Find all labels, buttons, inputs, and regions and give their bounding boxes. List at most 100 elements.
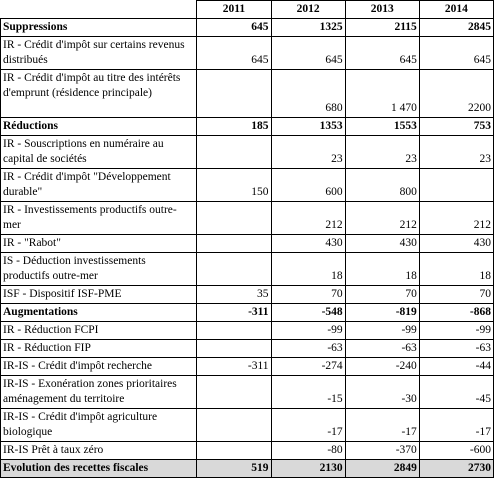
value-cell: -63 <box>270 339 346 358</box>
value-cell: 430 <box>418 234 494 253</box>
value-cell <box>418 168 494 202</box>
value-cell: -17 <box>270 408 346 442</box>
row-label: Augmentations <box>0 303 198 322</box>
table-row: IR - Souscriptions en numéraire au capit… <box>0 135 494 169</box>
value-cell <box>196 69 272 118</box>
value-cell <box>196 339 272 358</box>
value-cell <box>196 234 272 253</box>
value-cell: -63 <box>418 339 494 358</box>
value-cell: 212 <box>270 201 346 235</box>
value-cell: 1325 <box>270 18 346 37</box>
value-cell: -17 <box>344 408 420 442</box>
corner-cell <box>0 0 198 19</box>
value-cell <box>196 408 272 442</box>
row-label: IR-IS - Crédit d'impôt recherche <box>0 357 198 376</box>
row-label: IR - "Rabot" <box>0 234 198 253</box>
row-label: IR - Réduction FIP <box>0 339 198 358</box>
row-label: IR - Crédit d'impôt au titre des intérêt… <box>0 69 198 118</box>
table-body: Suppressions 645 1325 2115 2845 IR - Crédit d… <box>0 18 494 478</box>
value-cell: 18 <box>270 252 346 286</box>
row-label: IR - Crédit d'impôt "Développement durab… <box>0 168 198 202</box>
row-label: IR - Réduction FCPI <box>0 321 198 340</box>
table-row: IR - Crédit d'impôt "Développement durab… <box>0 168 494 202</box>
value-cell: 35 <box>196 285 272 304</box>
value-cell: 70 <box>418 285 494 304</box>
value-cell: 600 <box>270 168 346 202</box>
row-label: ISF - Dispositif ISF-PME <box>0 285 198 304</box>
value-cell: 2130 <box>270 459 346 478</box>
value-cell: 212 <box>418 201 494 235</box>
value-cell: -99 <box>270 321 346 340</box>
value-cell: 23 <box>270 135 346 169</box>
value-cell: 212 <box>344 201 420 235</box>
row-label: Réductions <box>0 117 198 136</box>
row-label: IR - Souscriptions en numéraire au capit… <box>0 135 198 169</box>
value-cell: -240 <box>344 357 420 376</box>
section-row: Suppressions 645 1325 2115 2845 <box>0 18 494 37</box>
value-cell: -63 <box>344 339 420 358</box>
value-cell: 753 <box>418 117 494 136</box>
value-cell: -548 <box>270 303 346 322</box>
table-row: ISF - Dispositif ISF-PME 35 70 70 70 <box>0 285 494 304</box>
value-cell: 680 <box>270 69 346 118</box>
value-cell: 519 <box>196 459 272 478</box>
value-cell: 645 <box>270 36 346 70</box>
row-label: IR-IS - Crédit d'impôt agriculture biolo… <box>0 408 198 442</box>
table-row: IR - Crédit d'impôt sur certains revenus… <box>0 36 494 70</box>
value-cell <box>196 201 272 235</box>
row-label: Suppressions <box>0 18 198 37</box>
table-row: IR - "Rabot" 430 430 430 <box>0 234 494 253</box>
total-row: Evolution des recettes fiscales 519 2130 28… <box>0 459 494 478</box>
value-cell: 150 <box>196 168 272 202</box>
value-cell: 430 <box>270 234 346 253</box>
value-cell: 70 <box>270 285 346 304</box>
value-cell: 1353 <box>270 117 346 136</box>
table-row: IR-IS - Crédit d'impôt recherche -311 -274… <box>0 357 494 376</box>
value-cell: 23 <box>418 135 494 169</box>
value-cell: 70 <box>344 285 420 304</box>
value-cell: 2730 <box>418 459 494 478</box>
value-cell <box>196 135 272 169</box>
value-cell: -370 <box>344 441 420 460</box>
value-cell: 1 470 <box>344 69 420 118</box>
table-row: IR - Investissements productifs outre-me… <box>0 201 494 235</box>
value-cell: -30 <box>344 375 420 409</box>
value-cell: 430 <box>344 234 420 253</box>
table-row: IR - Crédit d'impôt au titre des intérêt… <box>0 69 494 118</box>
value-cell <box>196 441 272 460</box>
column-header: 2011 <box>196 0 272 19</box>
value-cell: -311 <box>196 357 272 376</box>
value-cell: 185 <box>196 117 272 136</box>
value-cell: -311 <box>196 303 272 322</box>
value-cell <box>196 375 272 409</box>
value-cell: -80 <box>270 441 346 460</box>
row-label: IR-IS - Exonération zones prioritaires a… <box>0 375 198 409</box>
column-header: 2013 <box>344 0 420 19</box>
table-row: IR-IS Prêt à taux zéro -80 -370 -600 <box>0 441 494 460</box>
value-cell: 645 <box>418 36 494 70</box>
value-cell <box>196 252 272 286</box>
value-cell: 2849 <box>344 459 420 478</box>
value-cell: -44 <box>418 357 494 376</box>
value-cell: -15 <box>270 375 346 409</box>
table-row: IR - Réduction FIP -63 -63 -63 <box>0 339 494 358</box>
value-cell: -17 <box>418 408 494 442</box>
value-cell: 2115 <box>344 18 420 37</box>
row-label: IR-IS Prêt à taux zéro <box>0 441 198 460</box>
section-row: Augmentations -311 -548 -819 -868 <box>0 303 494 322</box>
value-cell: 645 <box>196 36 272 70</box>
value-cell: -600 <box>418 441 494 460</box>
header-row: 2011 2012 2013 2014 <box>0 0 494 19</box>
value-cell: 18 <box>418 252 494 286</box>
value-cell: -99 <box>418 321 494 340</box>
value-cell: -868 <box>418 303 494 322</box>
value-cell: 1553 <box>344 117 420 136</box>
table-row: IR-IS - Crédit d'impôt agriculture biolo… <box>0 408 494 442</box>
value-cell: 2200 <box>418 69 494 118</box>
column-header: 2012 <box>270 0 346 19</box>
row-label: Evolution des recettes fiscales <box>0 459 198 478</box>
value-cell: 2845 <box>418 18 494 37</box>
table-row: IS - Déduction investissements productif… <box>0 252 494 286</box>
section-row: Réductions 185 1353 1553 753 <box>0 117 494 136</box>
